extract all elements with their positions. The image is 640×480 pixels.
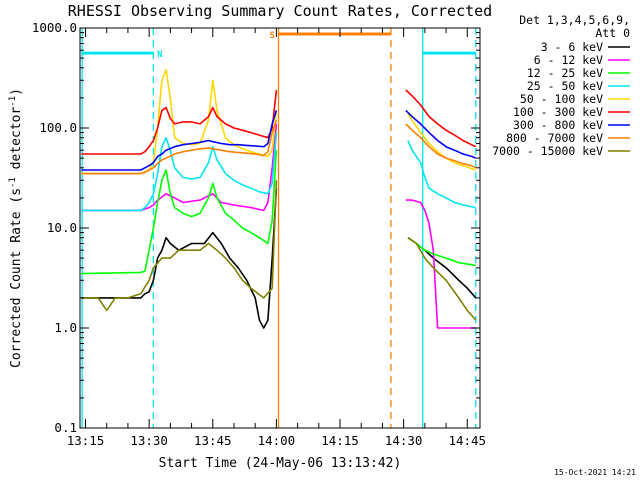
series-line-3 [81, 132, 278, 212]
x-tick-label: 13:15 [67, 433, 105, 448]
series-line-6 [405, 109, 477, 159]
x-axis-label: Start Time (24-May-06 13:13:42) [159, 456, 402, 471]
legend-entry-label: 300 - 800 keV [513, 118, 603, 132]
x-tick-label: 13:45 [194, 433, 232, 448]
series-line-7 [81, 119, 278, 175]
legend-entry-label: 6 - 12 keV [534, 53, 603, 67]
vertical-markers [81, 28, 477, 428]
series-line-2 [407, 237, 476, 267]
series-line-4 [81, 69, 278, 175]
footer-timestamp: 15-Oct-2021 14:21 [554, 468, 636, 477]
legend-entry-label: 50 - 100 keV [520, 92, 603, 106]
legend-entry-label: 25 - 50 keV [527, 79, 603, 93]
y-tick-label: 0.1 [54, 420, 77, 435]
x-tick-label: 14:30 [385, 433, 423, 448]
x-tick-label: 14:15 [321, 433, 359, 448]
mode-flags: NS [81, 31, 476, 60]
series-line-4 [407, 112, 477, 171]
y-axis-ticks: 0.1 1.0 10.0 100.0 1000.0 [32, 20, 480, 435]
flag-label-s: S [269, 31, 274, 41]
series-lines [81, 69, 477, 329]
legend-entry-label: 7000 - 15000 keV [492, 144, 603, 158]
legend-entry-label: 12 - 25 keV [527, 66, 603, 80]
x-tick-label: 14:00 [258, 433, 296, 448]
y-tick-label: 1.0 [54, 320, 77, 335]
plot-frame [79, 27, 481, 429]
x-axis-ticks: 13:15 13:30 13:45 14:00 14:15 14:30 14:45 [67, 28, 486, 448]
y-axis-label: Corrected Count Rate (s-1 detector-1) [8, 88, 24, 368]
legend-entry-label: 800 - 7000 keV [506, 131, 603, 145]
x-tick-label: 13:30 [130, 433, 168, 448]
y-tick-label: 100.0 [39, 120, 77, 135]
series-line-7 [405, 123, 477, 169]
legend-entry-label: 100 - 300 keV [513, 105, 603, 119]
series-line-3 [407, 140, 476, 209]
series-line-6 [81, 110, 278, 171]
series-line-2 [81, 150, 278, 275]
series-line-1 [81, 123, 278, 212]
series-line-8 [407, 237, 477, 321]
legend-header-line1: Det 1,3,4,5,6,9, [519, 13, 630, 27]
chart-title: RHESSI Observing Summary Count Rates, Co… [68, 2, 492, 20]
series-line-5 [405, 89, 477, 148]
y-tick-label: 1000.0 [32, 20, 77, 35]
series-line-5 [81, 89, 278, 155]
series-line-0 [81, 188, 278, 329]
legend-entry-label: 3 - 6 keV [541, 40, 603, 54]
flag-label-n: N [157, 50, 162, 60]
series-line-8 [81, 180, 278, 312]
x-tick-label: 14:45 [448, 433, 486, 448]
series-line-1 [405, 199, 476, 329]
legend-header-line2: Att 0 [595, 26, 630, 40]
y-tick-label: 10.0 [47, 220, 77, 235]
